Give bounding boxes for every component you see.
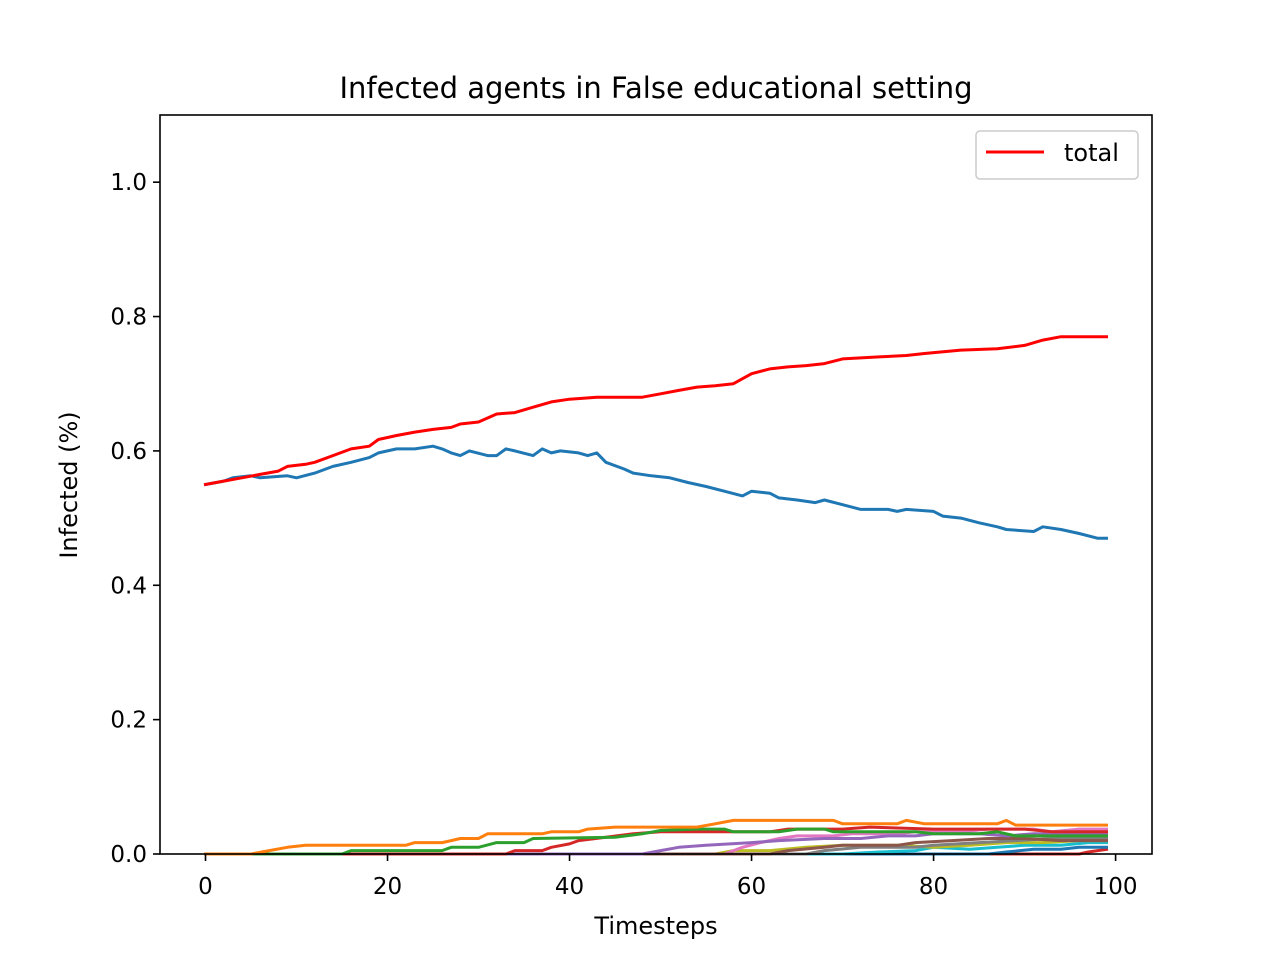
y-tick-label: 0.0	[110, 842, 147, 868]
x-tick-label: 80	[919, 874, 948, 900]
y-tick-label: 0.8	[110, 305, 147, 331]
x-tick-label: 0	[198, 874, 213, 900]
legend-box	[975, 130, 1139, 180]
y-tick-label: 0.2	[110, 708, 147, 734]
series-line-0	[203, 335, 1108, 487]
y-tick-label: 1.0	[110, 170, 147, 196]
legend-label-total: total	[1064, 139, 1119, 167]
series-line-3	[204, 827, 1108, 856]
series-line-10	[204, 841, 1108, 856]
series-line-2	[204, 818, 1108, 856]
y-axis-label: Infected (%)	[55, 411, 83, 558]
x-tick-label: 20	[373, 874, 402, 900]
y-tick-label: 0.4	[110, 573, 147, 599]
x-tick-label: 40	[555, 874, 584, 900]
x-axis-label: Timesteps	[593, 912, 717, 940]
legend: total	[975, 130, 1139, 180]
series-line-6	[204, 837, 1108, 856]
series-line-1	[203, 444, 1108, 540]
y-tick-label: 0.6	[110, 439, 147, 465]
x-tick-label: 100	[1094, 874, 1138, 900]
series-line-5	[204, 832, 1108, 856]
x-tick-label: 60	[737, 874, 766, 900]
plot-lines	[203, 335, 1109, 856]
axes: 0 20 40 60 80 100 0.0 0.2 0.4 0.6 0.8 1.0	[110, 114, 1153, 900]
chart-title: Infected agents in False educational set…	[339, 71, 972, 105]
axes-frame	[159, 114, 1153, 855]
